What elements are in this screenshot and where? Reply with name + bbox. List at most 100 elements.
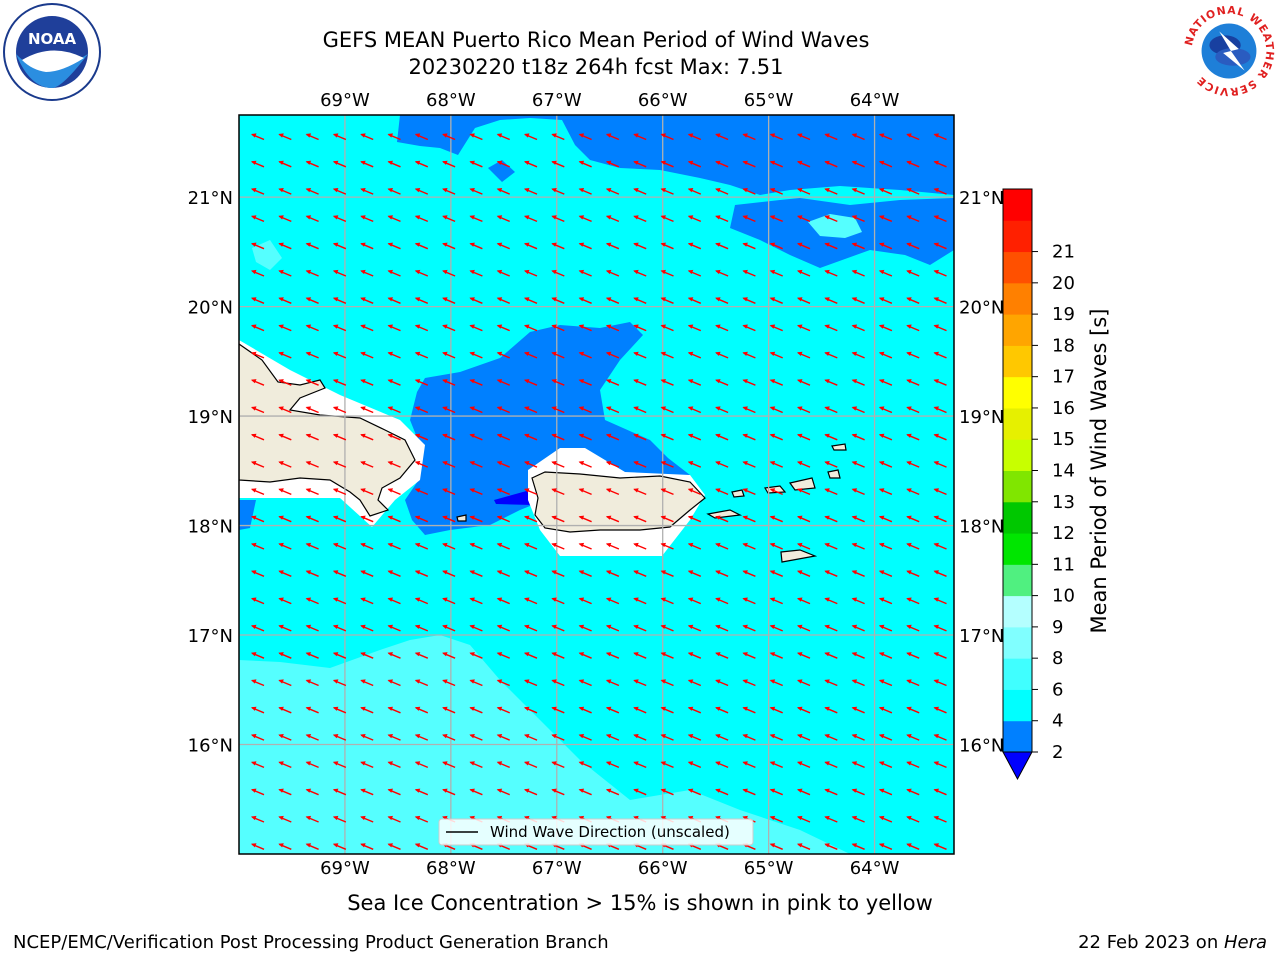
wind-wave-arrow bbox=[715, 242, 729, 250]
wind-wave-arrow bbox=[742, 652, 756, 659]
wind-wave-arrow bbox=[906, 379, 920, 386]
wind-wave-arrow bbox=[824, 433, 838, 441]
wind-wave-arrow bbox=[469, 406, 483, 414]
wind-wave-arrow bbox=[933, 324, 947, 332]
wind-wave-arrow bbox=[387, 843, 401, 850]
wind-wave-arrow bbox=[851, 269, 865, 277]
wind-wave-arrow bbox=[933, 379, 947, 386]
wind-wave-arrow bbox=[660, 706, 674, 714]
wind-wave-arrow bbox=[687, 188, 702, 195]
wind-wave-arrow bbox=[933, 215, 947, 223]
wind-wave-arrow bbox=[332, 488, 347, 496]
wind-wave-arrow bbox=[906, 160, 920, 168]
wind-wave-arrow bbox=[933, 461, 947, 468]
wind-wave-arrow bbox=[332, 433, 347, 441]
wind-wave-arrow bbox=[387, 652, 401, 659]
wind-wave-arrow bbox=[305, 515, 319, 523]
wind-wave-arrow bbox=[414, 461, 429, 468]
wind-wave-arrow bbox=[851, 542, 865, 550]
lat-label: 21°N bbox=[188, 188, 233, 209]
wind-wave-arrow bbox=[742, 160, 756, 168]
wind-wave-arrow bbox=[687, 269, 702, 277]
colorbar-tick-label: 17 bbox=[1052, 367, 1075, 388]
wind-wave-arrow bbox=[797, 570, 811, 577]
wind-wave-arrow bbox=[851, 843, 865, 850]
wind-wave-arrow bbox=[742, 188, 756, 195]
wind-wave-arrow bbox=[633, 188, 647, 195]
wind-wave-arrow bbox=[633, 406, 647, 414]
wind-wave-arrow bbox=[797, 351, 811, 359]
wind-wave-arrow bbox=[551, 133, 565, 141]
wind-wave-arrow bbox=[878, 761, 893, 769]
wind-wave-arrow bbox=[251, 570, 265, 577]
wind-wave-arrow bbox=[387, 815, 401, 823]
wind-wave-arrow bbox=[305, 597, 319, 605]
wind-wave-arrow bbox=[387, 734, 401, 741]
wind-wave-arrow bbox=[251, 488, 265, 496]
wind-wave-arrow bbox=[878, 542, 893, 550]
wind-wave-arrow bbox=[605, 242, 620, 250]
low-period-patch-west bbox=[239, 500, 256, 530]
wind-wave-arrow bbox=[578, 188, 592, 195]
wind-wave-arrow bbox=[933, 734, 947, 741]
wind-wave-arrow bbox=[824, 843, 838, 850]
wind-wave-arrow bbox=[824, 624, 838, 632]
wind-wave-arrow bbox=[387, 597, 401, 605]
wind-wave-arrow bbox=[715, 461, 729, 468]
wind-wave-arrow bbox=[360, 269, 374, 277]
wind-wave-arrow bbox=[769, 843, 783, 850]
map-title: GEFS MEAN Puerto Rico Mean Period of Win… bbox=[322, 28, 870, 52]
wind-wave-arrow bbox=[906, 542, 920, 550]
wind-wave-arrow bbox=[933, 706, 947, 714]
wind-wave-arrow bbox=[715, 297, 729, 304]
wind-wave-arrow bbox=[524, 706, 538, 714]
wind-wave-arrow bbox=[633, 215, 647, 223]
wind-wave-arrow bbox=[933, 433, 947, 441]
wind-wave-arrow bbox=[332, 679, 347, 687]
wind-wave-arrow bbox=[278, 597, 292, 605]
wind-wave-arrow bbox=[442, 542, 456, 550]
wind-wave-arrow bbox=[442, 133, 456, 141]
wind-wave-arrow bbox=[878, 133, 893, 141]
wind-wave-arrow bbox=[851, 788, 865, 796]
wind-wave-arrow bbox=[251, 761, 265, 769]
wind-wave-arrow bbox=[824, 242, 838, 250]
footer-date: 22 Feb 2023 on Hera bbox=[1078, 932, 1267, 953]
wind-wave-arrow bbox=[278, 706, 292, 714]
wind-wave-arrow bbox=[851, 734, 865, 741]
wind-wave-arrow bbox=[524, 679, 538, 687]
wind-wave-arrow bbox=[360, 488, 374, 496]
wind-wave-arrow bbox=[660, 242, 674, 250]
wind-wave-arrow bbox=[769, 269, 783, 277]
colorbar-tick-label: 19 bbox=[1052, 304, 1075, 325]
wind-wave-arrow bbox=[797, 488, 811, 496]
wind-wave-arrow bbox=[251, 269, 265, 277]
wind-wave-arrow bbox=[715, 160, 729, 168]
colorbar-bin bbox=[1003, 564, 1032, 597]
wind-wave-arrow bbox=[332, 652, 347, 659]
wind-wave-arrow bbox=[605, 133, 620, 141]
wind-wave-arrow bbox=[633, 515, 647, 523]
wind-wave-arrow bbox=[251, 788, 265, 796]
wind-wave-arrow bbox=[906, 734, 920, 741]
wind-wave-arrow bbox=[551, 215, 565, 223]
wind-wave-arrow bbox=[660, 570, 674, 577]
lon-label: 69°W bbox=[320, 858, 370, 879]
wind-wave-arrow bbox=[387, 242, 401, 250]
wind-wave-arrow bbox=[414, 542, 429, 550]
wind-wave-arrow bbox=[687, 324, 702, 332]
wind-wave-arrow bbox=[769, 461, 783, 468]
wind-wave-arrow bbox=[469, 515, 483, 523]
wind-wave-arrow bbox=[469, 351, 483, 359]
nws-logo: NATIONAL WEATHER SERVICE bbox=[1182, 4, 1276, 98]
wind-wave-arrow bbox=[605, 597, 620, 605]
wind-wave-arrow bbox=[414, 843, 429, 850]
wind-wave-arrow bbox=[906, 652, 920, 659]
wind-wave-arrow bbox=[769, 815, 783, 823]
colorbar-tick-label: 4 bbox=[1052, 711, 1063, 732]
wind-wave-arrow bbox=[332, 788, 347, 796]
noaa-logo: NOAA bbox=[3, 3, 101, 101]
wind-wave-arrow bbox=[524, 269, 538, 277]
wind-wave-arrow bbox=[633, 734, 647, 741]
